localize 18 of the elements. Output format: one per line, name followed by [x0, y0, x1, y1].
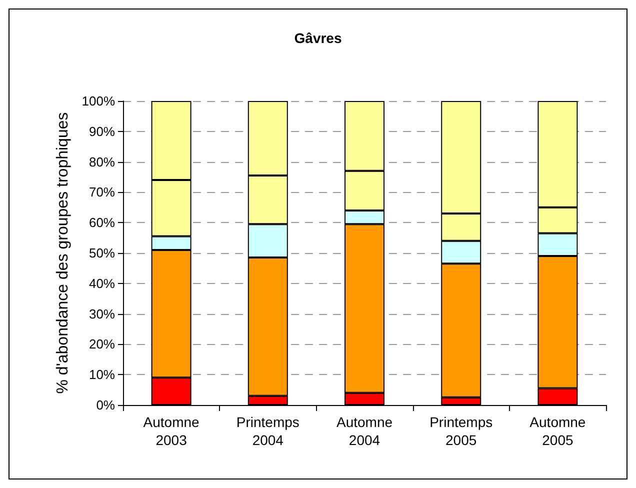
y-tick-label: 30%: [88, 306, 116, 322]
y-tick-label: 90%: [88, 124, 116, 139]
chart-title: Gâvres: [294, 30, 342, 46]
y-tick-label: 20%: [88, 336, 116, 352]
y-tick-label: 80%: [88, 154, 116, 170]
y-tick-label: 10%: [88, 367, 116, 382]
x-tick-label: Automne 2004: [336, 414, 393, 448]
y-tick-label: 70%: [88, 184, 116, 200]
y-axis-title: % d'abondance des groupes trophiques: [54, 112, 72, 394]
x-tick-label: Automne 2005: [530, 414, 586, 448]
y-tick-label: 50%: [88, 246, 116, 260]
y-tick-label: 40%: [88, 276, 116, 291]
x-tick-label: Automne 2003: [143, 414, 200, 448]
x-tick-label: Printemps 2005: [430, 414, 493, 448]
y-tick-label: 0%: [96, 398, 116, 412]
x-tick-label: Printemps 2004: [236, 414, 300, 448]
y-tick-label: 60%: [88, 215, 116, 230]
y-tick-label: 100%: [82, 94, 116, 108]
